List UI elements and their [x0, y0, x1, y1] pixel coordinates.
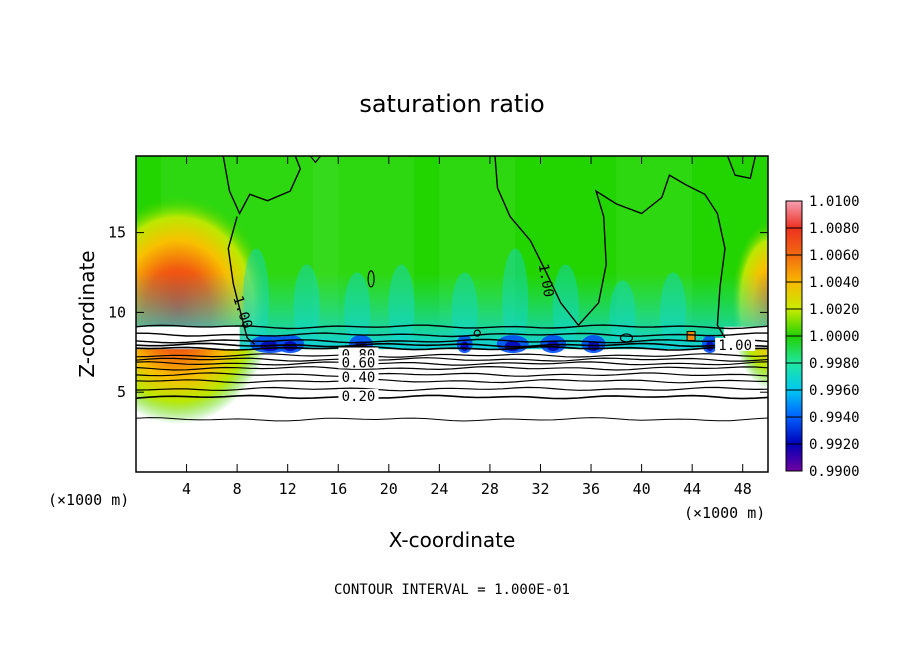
y-axis-ticks: 5 10 15	[108, 224, 768, 401]
x-axis-label: X-coordinate	[389, 528, 516, 552]
contour-surface-level	[136, 365, 768, 371]
contour-label-bg	[338, 355, 379, 369]
cyan-plume	[243, 248, 270, 350]
contour-1.00-right	[494, 156, 726, 339]
y-tick-label: 10	[108, 303, 126, 321]
colorbar-tick-label: 0.9960	[809, 383, 860, 399]
contour-label: 1.00	[535, 262, 557, 298]
contour-surface-level	[136, 394, 768, 400]
x-axis-ticks: 4 8 12 16 20 24 28 32 36 40 44 48	[182, 156, 752, 498]
cyan-plume	[451, 272, 478, 350]
contour-1.00-upper-right	[726, 156, 757, 180]
contour-label: 0.40	[342, 370, 376, 386]
x-tick-label: 8	[233, 480, 242, 498]
x-tick-label: 24	[430, 480, 448, 498]
contour-loop	[473, 329, 481, 337]
colorbar-tick-label: 0.9900	[809, 464, 860, 480]
contour-surface-level	[136, 386, 768, 392]
colorbar-tick-label: 1.0100	[809, 194, 860, 210]
orange-patch	[686, 331, 696, 342]
x-tick-label: 32	[531, 480, 549, 498]
contour-label-bg	[715, 337, 756, 351]
y-axis-label: Z-coordinate	[75, 250, 99, 377]
x-tick-label: 20	[380, 480, 398, 498]
colorbar-tick-label: 1.0060	[809, 248, 860, 264]
contour-surface-level	[136, 338, 768, 344]
plot-frame	[135, 155, 769, 473]
x-tick-label: 16	[329, 480, 347, 498]
colorbar-tick-label: 0.9920	[809, 437, 860, 453]
contour-surface-level	[136, 324, 768, 330]
cyan-plume	[502, 248, 529, 350]
contour-surface-level	[136, 378, 768, 384]
x-tick-label: 48	[734, 480, 752, 498]
x-tick-label: 12	[279, 480, 297, 498]
contour-label-bg	[338, 388, 379, 402]
y-tick-label: 15	[108, 224, 126, 242]
colorbar-tick-label: 1.0020	[809, 302, 860, 318]
contour-label-group: 1.00	[535, 262, 557, 298]
x-unit-label-right: (×1000 m)	[684, 504, 765, 522]
contour-surface-level	[136, 345, 768, 351]
cyan-plume	[388, 264, 415, 350]
contour-surface-level	[136, 357, 768, 362]
contour-interval-note: CONTOUR INTERVAL = 1.000E-01	[334, 582, 570, 598]
x-tick-label: 36	[582, 480, 600, 498]
contour-label: 1.00	[718, 338, 752, 354]
cyan-plume	[660, 272, 687, 350]
colorbar-tick-label: 0.9980	[809, 356, 860, 372]
contour-surface-level	[136, 342, 768, 348]
colorbar-tick-label: 1.0000	[809, 329, 860, 345]
dark-blue-spot	[460, 341, 469, 352]
y-tick-label: 5	[117, 383, 126, 401]
contour-label: 0.20	[342, 389, 376, 405]
colorbar: 1.0100 1.0080 1.0060 1.0040 1.0020 1.0000 0.99…	[785, 194, 860, 480]
contour-loop	[367, 270, 375, 288]
colorbar-tick-label: 0.9940	[809, 410, 860, 426]
contour-lines	[136, 156, 768, 422]
x-tick-label: 28	[481, 480, 499, 498]
contour-surface-level	[136, 417, 768, 422]
contour-label-group: 1.00	[715, 337, 756, 354]
x-tick-label: 44	[683, 480, 701, 498]
colorbar-tick-label: 1.0040	[809, 275, 860, 291]
contour-labels: 1.001.001.000.800.600.400.20	[229, 262, 756, 405]
contour-label-group: 0.60	[338, 355, 379, 371]
contour-label-bg	[338, 369, 379, 383]
contour-surface-level	[136, 353, 768, 358]
cyan-plume	[609, 280, 636, 350]
contour-surface-level	[136, 361, 768, 366]
contour-label-group: 0.40	[338, 369, 379, 386]
dark-blue-spot	[283, 341, 298, 352]
x-unit-label-left: (×1000 m)	[48, 491, 129, 509]
cyan-plume	[293, 264, 320, 350]
contour-1.00-left	[227, 216, 256, 345]
chart-title: saturation ratio	[359, 90, 544, 118]
contour-1.00-upper-left	[222, 156, 302, 216]
contour-surface-level	[136, 372, 768, 377]
contour-label: 0.60	[342, 355, 376, 371]
x-tick-label: 4	[182, 480, 191, 498]
contour-surface-level	[136, 332, 768, 338]
contour-label-group: 0.20	[338, 388, 379, 405]
colorbar-tick-label: 1.0080	[809, 221, 860, 237]
cyan-plume	[344, 272, 371, 350]
x-tick-label: 40	[633, 480, 651, 498]
contour-1.00-small	[309, 156, 321, 164]
saturation-field	[136, 156, 768, 472]
